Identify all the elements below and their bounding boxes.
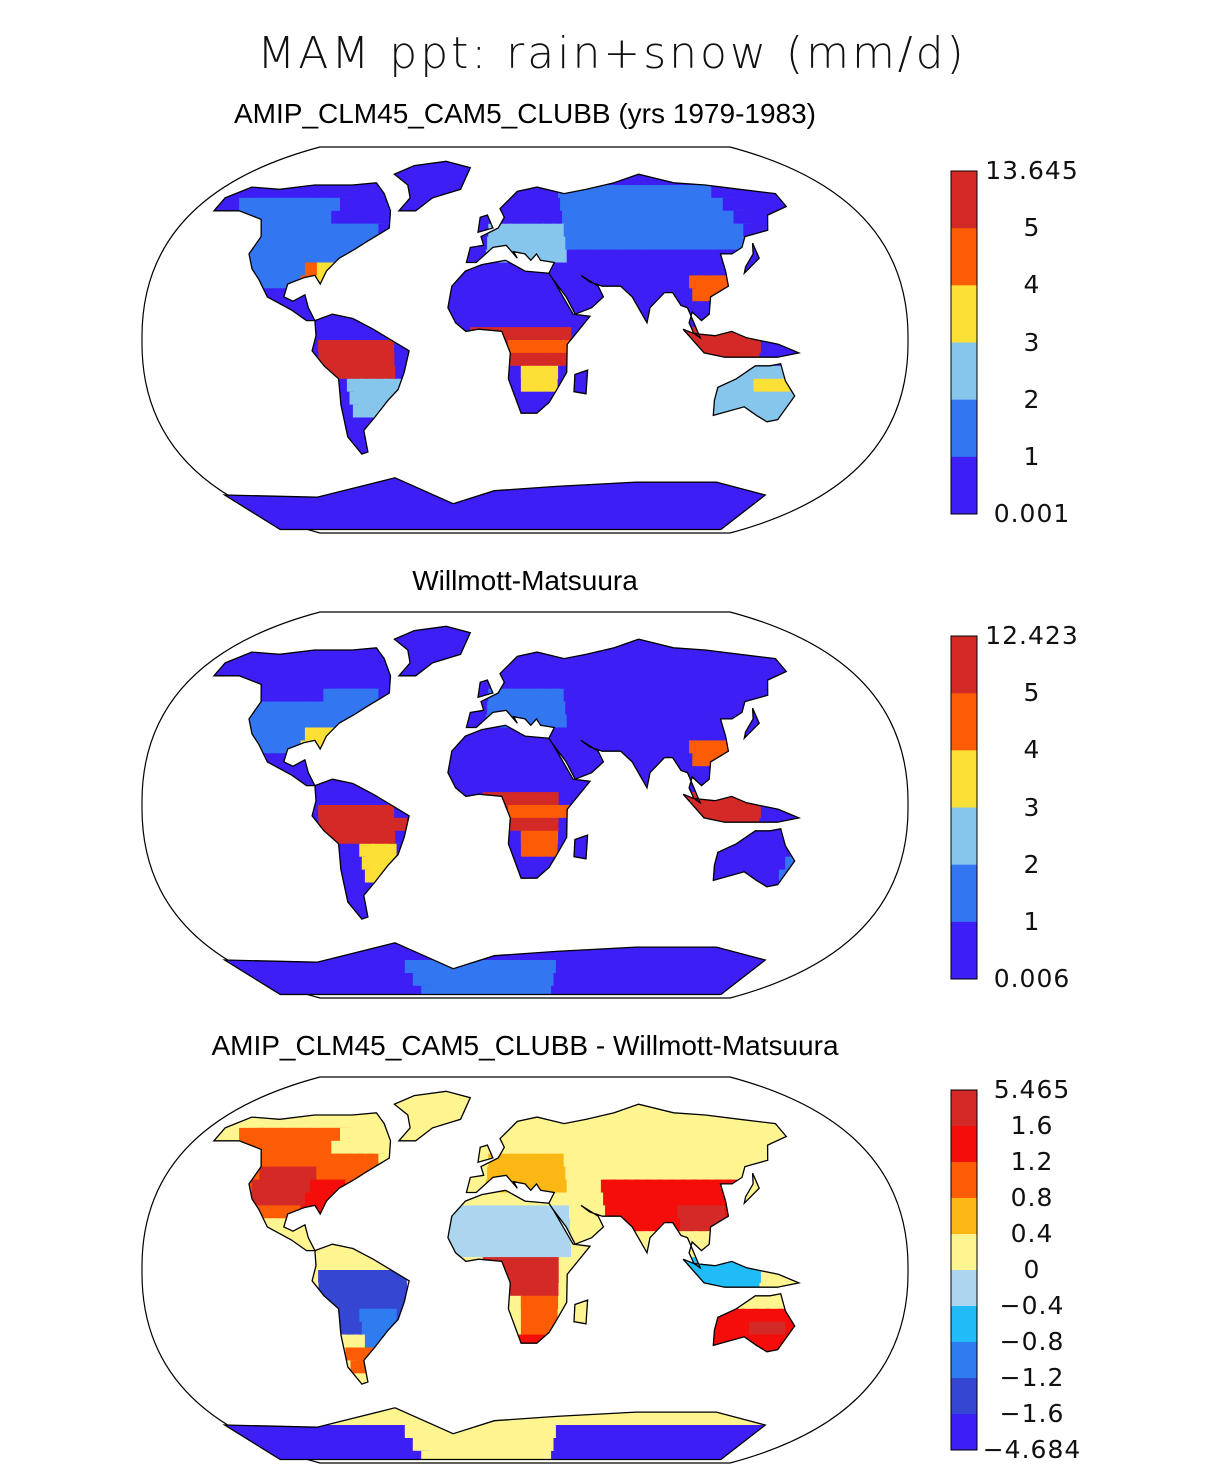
panel-1-map [141,146,909,534]
colorbar-swatch [951,1090,977,1127]
colorbar-swatch [951,1126,977,1163]
colorbar-label: 1 [1023,441,1041,471]
colorbar-label: 0.8 [1010,1183,1054,1212]
colorbar-label: 3 [1023,792,1041,822]
colorbar-label: −0.8 [999,1327,1065,1356]
colorbar-label: −1.2 [999,1363,1065,1392]
colorbar-swatch [951,1342,977,1379]
panel-3-title: AMIP_CLM45_CAM5_CLUBB - Willmott-Matsuur… [211,1030,839,1061]
colorbar-label: −0.4 [999,1291,1065,1320]
colorbar-swatch [951,1234,977,1271]
colorbar-label: 5 [1023,213,1041,243]
colorbar-swatch [951,1270,977,1307]
coastlines [212,625,802,996]
colorbar-label: −1.6 [999,1399,1065,1428]
colorbar-swatch [951,1198,977,1235]
colorbar-swatch [951,1414,977,1451]
colorbar-label: 1.2 [1010,1147,1054,1176]
colorbar-label: 0.4 [1010,1219,1054,1248]
colorbar-label: 0.001 [993,499,1071,528]
colorbar-label: 2 [1023,384,1041,414]
colorbar-swatch [951,807,977,866]
colorbar-swatch [951,1162,977,1199]
colorbar-swatch [951,864,977,923]
colorbar-label: 5 [1023,678,1041,708]
colorbar-label: 1.6 [1010,1111,1054,1140]
main-title: MAM ppt: rain+snow (mm/d) [257,28,967,79]
panel-2-title: Willmott-Matsuura [412,565,638,596]
colorbar-label: 12.423 [985,621,1079,650]
colorbar-swatch [951,228,977,286]
colorbar-swatch [951,636,977,694]
colorbar-label: 3 [1023,327,1041,357]
coastlines [212,1090,802,1461]
colorbar-label: 5.465 [993,1075,1071,1104]
colorbar-swatch [951,1306,977,1343]
colorbar-swatch [951,921,977,980]
panel-2-map [141,611,909,999]
colorbar-swatch [951,456,977,515]
colorbar-swatch [951,171,977,229]
colorbar-label: −4.684 [982,1435,1082,1464]
colorbar-label: 0.006 [993,964,1071,993]
colorbar-label: 1 [1023,906,1041,936]
colorbar-swatch [951,1378,977,1415]
colorbar-label: 4 [1023,270,1041,300]
colorbar-label: 2 [1023,849,1041,879]
colorbar-label: 4 [1023,735,1041,765]
colorbar-label: 13.645 [985,156,1079,185]
colorbar-swatch [951,342,977,401]
colorbar-swatch [951,285,977,343]
colorbar-swatch [951,750,977,808]
colorbar-label: 0 [1023,1255,1041,1284]
coastlines [212,160,802,531]
colorbar-swatch [951,693,977,751]
colorbar-swatch [951,399,977,458]
panel-3-map [141,1076,909,1464]
panel-1-title: AMIP_CLM45_CAM5_CLUBB (yrs 1979-1983) [233,98,817,129]
